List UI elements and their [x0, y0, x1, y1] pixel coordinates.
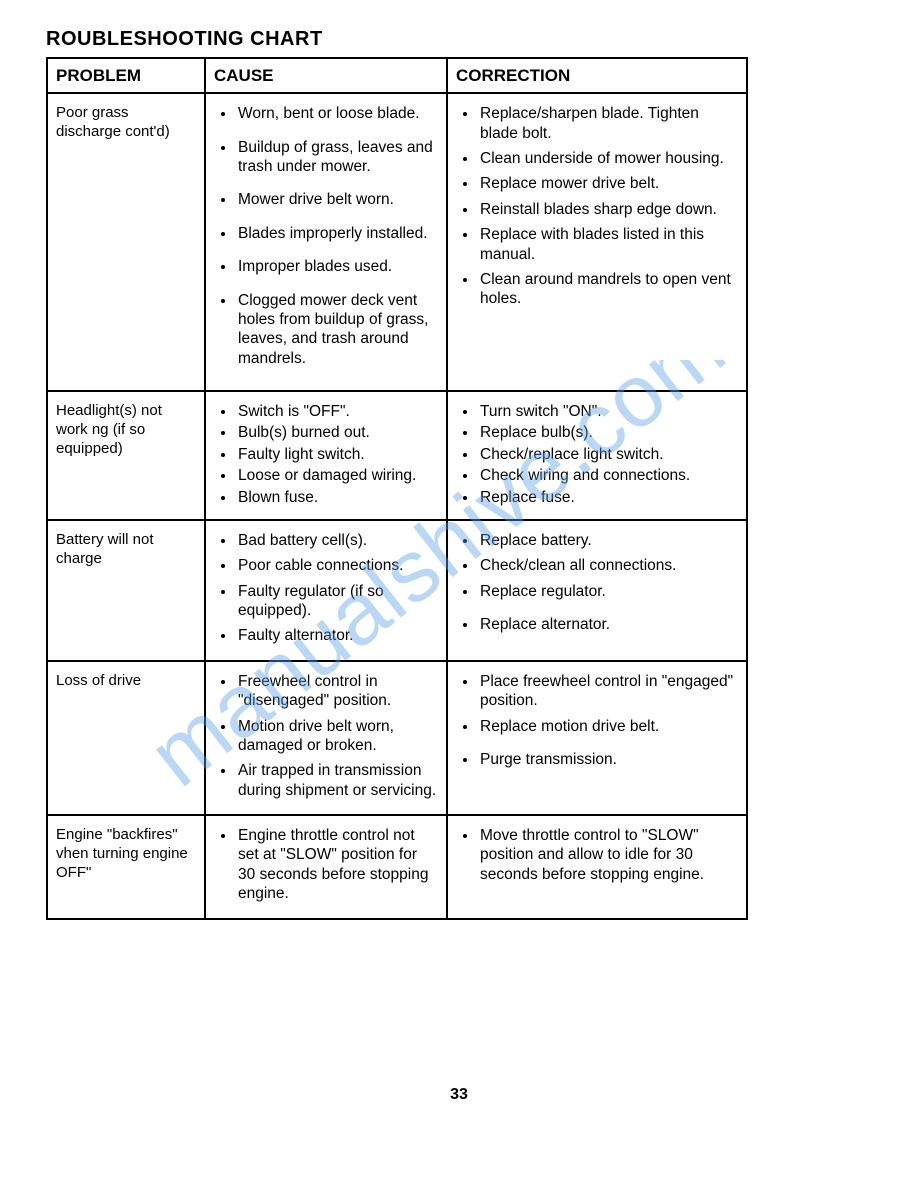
correction-item: Check/clean all connections.: [478, 556, 738, 575]
cause-list: Freewheel control in "disengaged" positi…: [214, 672, 438, 800]
problem-text: Battery will not charge: [56, 527, 196, 569]
correction-item: Check wiring and connections.: [478, 466, 738, 485]
correction-item: Check/replace light switch.: [478, 445, 738, 464]
correction-item: Place freewheel control in "engaged" pos…: [478, 672, 738, 711]
correction-list: Turn switch "ON". Replace bulb(s). Check/r…: [456, 402, 738, 507]
cause-item: Bulb(s) burned out.: [236, 423, 438, 442]
col-header-cause: CAUSE: [205, 58, 447, 93]
problem-cell: Poor grass discharge cont'd): [47, 93, 205, 391]
correction-item: Purge transmission.: [478, 750, 738, 769]
table-row: Poor grass discharge cont'd) Worn, bent o…: [47, 93, 747, 391]
table-header-row: PROBLEM CAUSE CORRECTION: [47, 58, 747, 93]
table-body: Poor grass discharge cont'd) Worn, bent o…: [47, 93, 747, 918]
cause-item: Blown fuse.: [236, 488, 438, 507]
correction-item: Replace/sharpen blade. Tighten blade bol…: [478, 104, 738, 143]
cause-cell: Switch is "OFF". Bulb(s) burned out. Fault…: [205, 391, 447, 520]
problem-text: Engine "backfires" vhen turning engine O…: [56, 822, 196, 882]
correction-item: Replace mower drive belt.: [478, 174, 738, 193]
cause-item: Faulty regulator (if so equipped).: [236, 582, 438, 621]
cause-item: Faulty alternator.: [236, 626, 438, 645]
correction-item: Replace alternator.: [478, 615, 738, 634]
page-number: 33: [0, 1086, 918, 1104]
cause-list: Engine throttle control not set at "SLOW…: [214, 826, 438, 904]
troubleshooting-table: PROBLEM CAUSE CORRECTION Poor grass disc…: [46, 57, 748, 920]
problem-cell: Headlight(s) not work ng (if so equipped…: [47, 391, 205, 520]
cause-item: Clogged mower deck vent holes from build…: [236, 291, 438, 369]
cause-list: Bad battery cell(s). Poor cable connectio…: [214, 531, 438, 646]
table-row: Engine "backfires" vhen turning engine O…: [47, 815, 747, 919]
col-header-problem: PROBLEM: [47, 58, 205, 93]
cause-item: Switch is "OFF".: [236, 402, 438, 421]
correction-item: Turn switch "ON".: [478, 402, 738, 421]
problem-text: Poor grass discharge cont'd): [56, 100, 196, 142]
problem-text: Headlight(s) not work ng (if so equipped…: [56, 398, 196, 458]
cause-item: Buildup of grass, leaves and trash under…: [236, 138, 438, 177]
cause-item: Freewheel control in "disengaged" positi…: [236, 672, 438, 711]
correction-cell: Replace/sharpen blade. Tighten blade bol…: [447, 93, 747, 391]
problem-text: Loss of drive: [56, 668, 196, 691]
correction-cell: Move throttle control to "SLOW" position…: [447, 815, 747, 919]
cause-item: Air trapped in transmission during shipm…: [236, 761, 438, 800]
col-header-correction: CORRECTION: [447, 58, 747, 93]
table-row: Loss of drive Freewheel control in "disen…: [47, 661, 747, 815]
correction-item: Replace regulator.: [478, 582, 738, 601]
correction-list: Place freewheel control in "engaged" pos…: [456, 672, 738, 770]
cause-item: Bad battery cell(s).: [236, 531, 438, 550]
correction-item: Replace bulb(s).: [478, 423, 738, 442]
correction-cell: Place freewheel control in "engaged" pos…: [447, 661, 747, 815]
cause-list: Worn, bent or loose blade. Buildup of gra…: [214, 104, 438, 368]
problem-cell: Battery will not charge: [47, 520, 205, 661]
correction-item: Replace motion drive belt.: [478, 717, 738, 736]
cause-cell: Bad battery cell(s). Poor cable connectio…: [205, 520, 447, 661]
page-title: ROUBLESHOOTING CHART: [46, 28, 896, 51]
cause-item: Mower drive belt worn.: [236, 190, 438, 209]
correction-cell: Turn switch "ON". Replace bulb(s). Check/r…: [447, 391, 747, 520]
correction-list: Move throttle control to "SLOW" position…: [456, 826, 738, 884]
cause-item: Faulty light switch.: [236, 445, 438, 464]
correction-item: Replace with blades listed in this manua…: [478, 225, 738, 264]
table-row: Headlight(s) not work ng (if so equipped…: [47, 391, 747, 520]
correction-item: Move throttle control to "SLOW" position…: [478, 826, 738, 884]
correction-list: Replace battery. Check/clean all connecti…: [456, 531, 738, 635]
cause-cell: Engine throttle control not set at "SLOW…: [205, 815, 447, 919]
correction-item: Reinstall blades sharp edge down.: [478, 200, 738, 219]
correction-item: Clean underside of mower housing.: [478, 149, 738, 168]
cause-item: Poor cable connections.: [236, 556, 438, 575]
cause-cell: Worn, bent or loose blade. Buildup of gra…: [205, 93, 447, 391]
table-row: Battery will not charge Bad battery cell(…: [47, 520, 747, 661]
cause-list: Switch is "OFF". Bulb(s) burned out. Fault…: [214, 402, 438, 507]
correction-item: Clean around mandrels to open vent holes…: [478, 270, 738, 309]
cause-cell: Freewheel control in "disengaged" positi…: [205, 661, 447, 815]
cause-item: Motion drive belt worn, damaged or broke…: [236, 717, 438, 756]
cause-item: Blades improperly installed.: [236, 224, 438, 243]
correction-list: Replace/sharpen blade. Tighten blade bol…: [456, 104, 738, 308]
cause-item: Improper blades used.: [236, 257, 438, 276]
document-page: ROUBLESHOOTING CHART PROBLEM CAUSE CORRE…: [0, 0, 918, 920]
cause-item: Loose or damaged wiring.: [236, 466, 438, 485]
problem-cell: Engine "backfires" vhen turning engine O…: [47, 815, 205, 919]
cause-item: Worn, bent or loose blade.: [236, 104, 438, 123]
correction-item: Replace battery.: [478, 531, 738, 550]
problem-cell: Loss of drive: [47, 661, 205, 815]
cause-item: Engine throttle control not set at "SLOW…: [236, 826, 438, 904]
correction-cell: Replace battery. Check/clean all connecti…: [447, 520, 747, 661]
correction-item: Replace fuse.: [478, 488, 738, 507]
